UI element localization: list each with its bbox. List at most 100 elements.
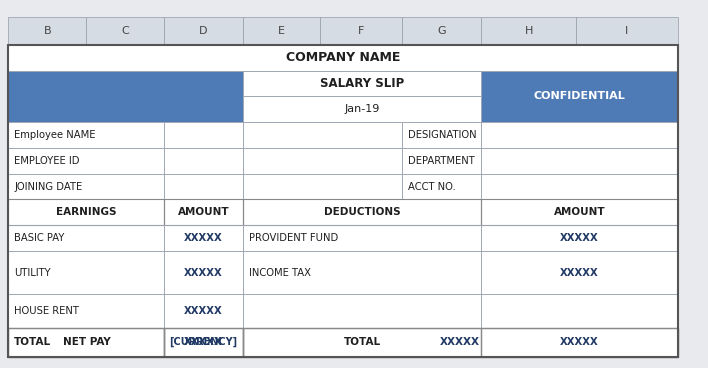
Text: XXXXX: XXXXX <box>560 268 599 278</box>
Bar <box>243 71 481 96</box>
Bar <box>481 199 678 225</box>
Bar <box>164 294 243 328</box>
Bar <box>243 294 481 328</box>
Bar <box>402 17 481 45</box>
Bar <box>164 122 243 148</box>
Bar <box>243 328 678 357</box>
Text: AMOUNT: AMOUNT <box>178 207 229 217</box>
Bar <box>243 122 402 148</box>
Bar <box>86 17 164 45</box>
Bar <box>164 17 243 45</box>
Bar <box>8 251 164 294</box>
Bar <box>243 251 481 294</box>
Text: G: G <box>438 26 446 36</box>
Bar <box>402 174 481 199</box>
Bar <box>8 328 164 357</box>
Bar <box>164 199 243 225</box>
Bar <box>481 251 678 294</box>
Bar <box>243 17 320 45</box>
Text: XXXXX: XXXXX <box>184 337 223 347</box>
Text: D: D <box>199 26 208 36</box>
Bar <box>481 17 576 45</box>
Text: I: I <box>625 26 629 36</box>
Text: XXXXX: XXXXX <box>560 337 599 347</box>
Text: XXXXX: XXXXX <box>440 337 480 347</box>
Bar <box>164 174 243 199</box>
Text: TOTAL: TOTAL <box>343 337 381 347</box>
Bar <box>8 199 164 225</box>
Bar <box>576 17 678 45</box>
Bar <box>86 17 164 45</box>
Text: [CURRENCY]: [CURRENCY] <box>169 337 238 347</box>
Bar <box>8 71 243 122</box>
Bar <box>481 17 576 45</box>
Text: COMPANY NAME: COMPANY NAME <box>286 51 400 64</box>
Bar <box>243 148 402 174</box>
Bar <box>8 199 164 225</box>
Text: Jan-19: Jan-19 <box>345 104 379 114</box>
Text: UTILITY: UTILITY <box>14 268 51 278</box>
Bar <box>402 17 481 45</box>
Bar <box>243 17 320 45</box>
Bar <box>481 71 678 122</box>
Bar <box>8 328 164 357</box>
Bar <box>243 225 481 251</box>
Bar <box>8 294 164 328</box>
Bar <box>243 148 402 174</box>
Text: AMOUNT: AMOUNT <box>554 207 605 217</box>
Bar <box>8 174 164 199</box>
Bar <box>164 225 243 251</box>
Bar <box>402 148 481 174</box>
Bar <box>481 122 678 148</box>
Text: XXXXX: XXXXX <box>560 233 599 243</box>
Bar <box>481 148 678 174</box>
Text: PROVIDENT FUND: PROVIDENT FUND <box>249 233 338 243</box>
Text: F: F <box>358 26 365 36</box>
Bar <box>576 17 678 45</box>
Bar <box>164 328 243 357</box>
Bar <box>481 328 678 357</box>
Text: EMPLOYEE ID: EMPLOYEE ID <box>14 156 80 166</box>
Bar <box>243 225 481 251</box>
Text: BASIC PAY: BASIC PAY <box>14 233 64 243</box>
Bar <box>243 328 481 357</box>
Bar <box>481 174 678 199</box>
Text: E: E <box>278 26 285 36</box>
Bar <box>164 251 243 294</box>
Bar <box>243 174 402 199</box>
Text: JOINING DATE: JOINING DATE <box>14 181 82 192</box>
Bar <box>8 174 164 199</box>
Bar <box>164 199 243 225</box>
Text: DEPARTMENT: DEPARTMENT <box>408 156 474 166</box>
Text: CONFIDENTIAL: CONFIDENTIAL <box>534 91 625 102</box>
Bar <box>8 45 678 71</box>
Text: DESIGNATION: DESIGNATION <box>408 130 476 140</box>
Text: TOTAL: TOTAL <box>14 337 51 347</box>
Bar <box>164 294 243 328</box>
Bar <box>164 328 243 357</box>
Bar <box>320 17 402 45</box>
Bar <box>243 251 481 294</box>
Text: NET PAY: NET PAY <box>62 337 110 347</box>
Bar <box>481 294 678 328</box>
Bar <box>164 251 243 294</box>
Bar <box>164 122 243 148</box>
Bar <box>243 174 402 199</box>
Bar <box>164 174 243 199</box>
Bar <box>8 225 164 251</box>
Bar <box>164 225 243 251</box>
Bar <box>8 148 164 174</box>
Bar <box>243 199 481 225</box>
Bar <box>402 174 481 199</box>
Text: XXXXX: XXXXX <box>184 233 223 243</box>
Bar <box>8 148 164 174</box>
Text: DEDUCTIONS: DEDUCTIONS <box>324 207 401 217</box>
Bar <box>164 148 243 174</box>
Bar <box>164 328 243 357</box>
Text: INCOME TAX: INCOME TAX <box>249 268 311 278</box>
Bar <box>8 122 164 148</box>
Bar <box>481 294 678 328</box>
Bar <box>8 328 164 357</box>
Bar <box>8 225 164 251</box>
Text: Employee NAME: Employee NAME <box>14 130 96 140</box>
